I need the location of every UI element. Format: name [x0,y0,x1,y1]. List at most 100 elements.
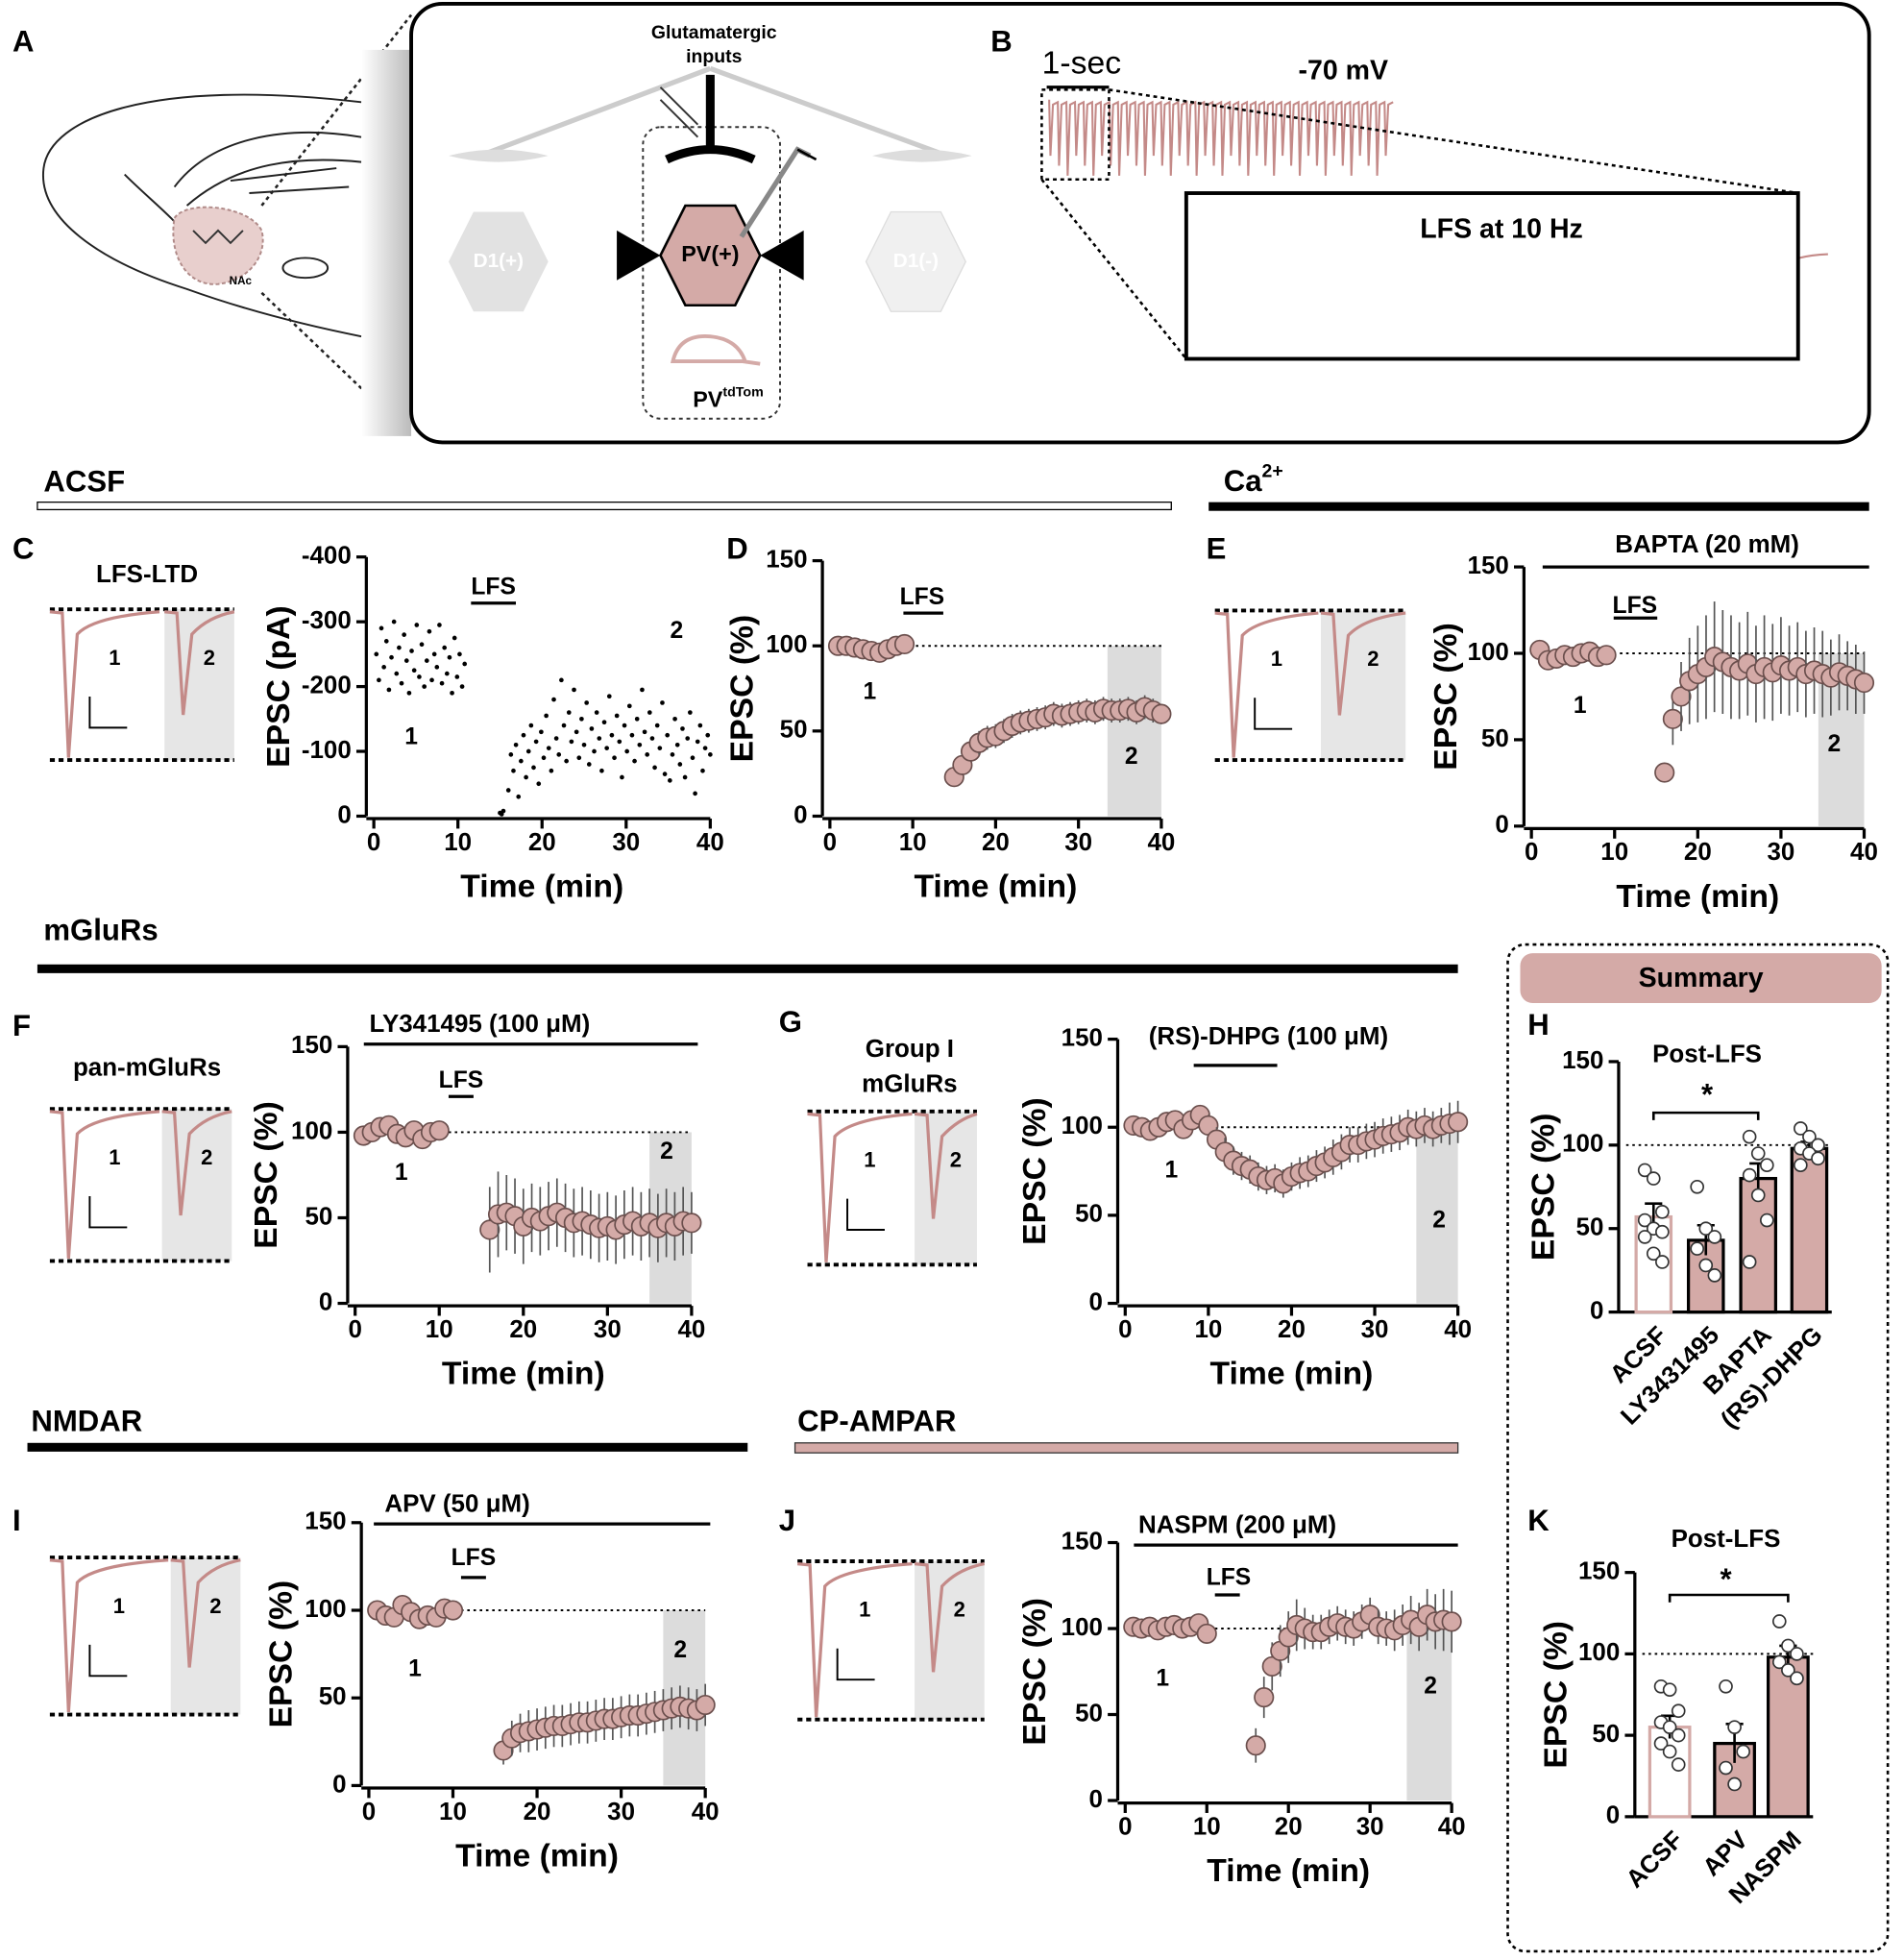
section-bar [37,501,1172,511]
data-point [1671,1727,1686,1743]
annotation: LFS [900,584,945,610]
x-tick-label: 30 [1356,1813,1384,1840]
y-tick-label: 150 [766,546,807,573]
data-point [442,1600,464,1621]
data-point [708,752,713,757]
y-axis-label: EPSC (%) [1016,1598,1053,1746]
data-point [500,808,506,814]
y-tick-label: 0 [1089,1786,1103,1813]
data-point [479,1219,500,1240]
y-tick-label: 50 [780,717,808,744]
data-point [665,732,671,738]
trace-label: pan-mGluRs [73,1055,221,1082]
annotation: LFS [1613,593,1658,619]
data-point [1727,1776,1742,1792]
data-point [524,774,528,780]
y-tick-label: 0 [1606,1802,1620,1829]
data-point [579,716,584,722]
trace-label: Group I [866,1036,954,1063]
y-tick-label: 50 [1576,1214,1604,1241]
zoom-box [1040,88,1111,182]
chart-title: APV (50 μM) [384,1490,529,1517]
trace-number: 1 [109,1145,120,1169]
data-point [528,723,534,728]
data-point [553,736,559,741]
data-point [564,758,569,764]
data-point [525,748,531,754]
trace-number: 1 [864,1148,875,1172]
significance-bracket [1668,1593,1790,1603]
section-bar [37,964,1458,973]
trace [49,1110,160,1259]
x-tick-label: 30 [612,829,640,856]
y-tick-label: 100 [1062,1113,1103,1139]
data-point [581,742,587,747]
y-axis-label: EPSC (%) [1537,1621,1574,1769]
time-scale-label: 1-sec [1042,44,1121,81]
data-point [629,732,635,738]
neuron-diagram [448,65,972,420]
data-point [1790,1647,1804,1661]
data-point [1719,1760,1733,1776]
data-point [1742,1167,1757,1183]
trace-highlight [170,1557,241,1715]
data-point [1254,1687,1275,1708]
y-tick-label: 0 [332,1771,346,1798]
y-axis-label: EPSC (%) [248,1101,284,1249]
data-point [601,720,607,725]
annotation: 1 [1574,693,1587,719]
annotation: LFS [439,1067,484,1093]
y-tick-label: 100 [1062,1614,1103,1641]
y-tick-label: -200 [302,672,352,698]
x-tick-label: 20 [982,829,1010,856]
trace-number: 1 [113,1594,125,1618]
y-tick-label: 0 [793,801,807,828]
zoom-band [361,49,412,436]
data-point [377,677,381,683]
data-point [652,765,657,771]
x-tick-label: 30 [1767,839,1794,866]
data-point [1671,686,1692,707]
data-point [434,665,440,670]
annotation: * [1720,1562,1732,1596]
annotation: 1 [1164,1158,1178,1184]
chart-title: LY341495 (100 μM) [369,1011,590,1038]
data-point [1196,1623,1217,1644]
y-tick-label: 50 [319,1683,347,1710]
trace [914,1112,978,1219]
x-tick-label: 10 [1193,1813,1221,1840]
data-point [672,716,677,722]
trace [914,1561,986,1673]
data-point [409,649,414,653]
trace [1320,611,1406,716]
trace-number: 1 [1271,647,1282,671]
summary-box [1506,943,1890,1953]
data-point [419,642,425,648]
data-point [439,680,445,686]
diagram-label: inputs [686,46,742,67]
data-point [561,723,567,728]
data-point [640,687,645,693]
data-point [403,658,409,663]
highlight [1107,646,1161,817]
data-point [677,762,683,767]
data-point [695,1694,716,1716]
panel-label: A [12,25,34,59]
data-point [1448,1112,1469,1133]
y-tick-label: 0 [1590,1297,1603,1324]
trace-label: LFS-LTD [96,561,198,588]
data-point [450,690,454,696]
x-tick-label: 20 [509,1316,537,1343]
x-tick-label: 30 [594,1316,622,1343]
y-tick-label: 50 [1075,1201,1103,1228]
chart-title: (RS)-DHPG (100 μM) [1149,1023,1388,1050]
trace-highlight [161,1109,232,1262]
data-point [657,746,663,750]
data-point [389,654,394,660]
data-point [1646,1171,1661,1186]
scale-bar [88,696,128,729]
data-point [680,726,685,731]
data-point [569,739,574,745]
data-point [1637,1230,1652,1244]
panel-label: H [1527,1008,1549,1041]
